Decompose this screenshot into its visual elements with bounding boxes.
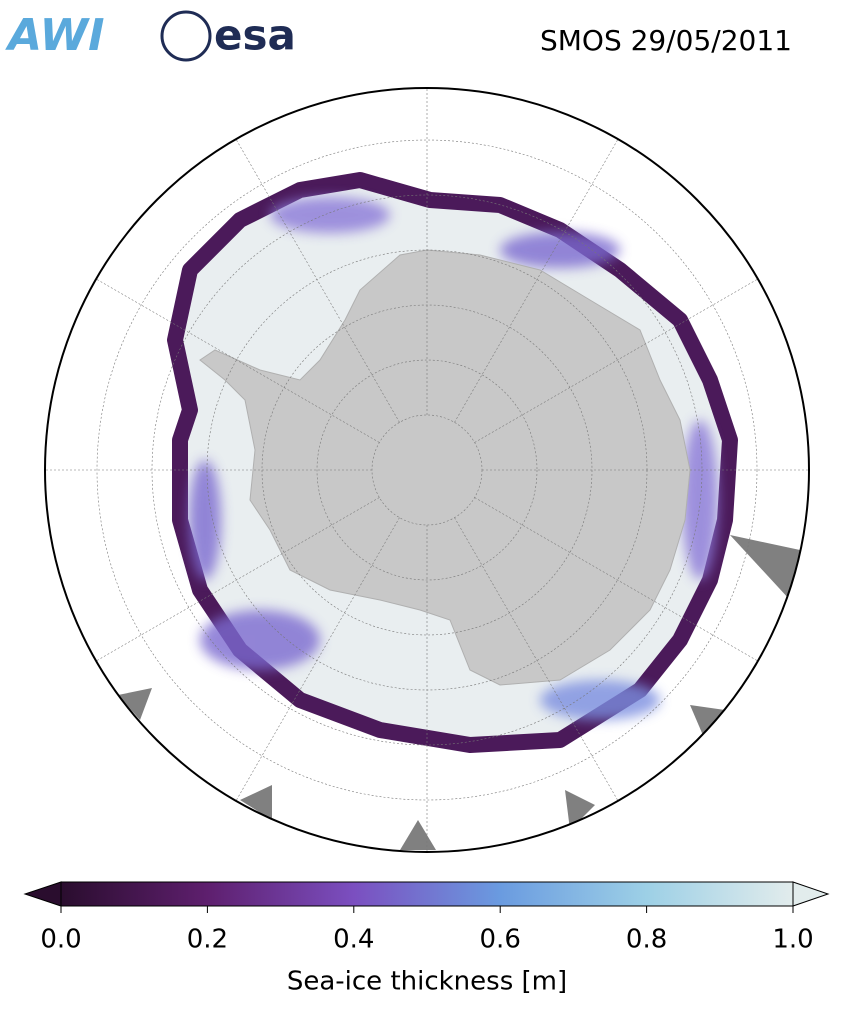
latitude-circle <box>96 139 758 801</box>
colorbar-extend-high <box>792 881 830 907</box>
colorbar-tick-label: 0.8 <box>626 925 667 955</box>
latitude-circle <box>316 359 538 581</box>
colorbar-tick-label: 1.0 <box>772 925 813 955</box>
meridian <box>235 517 400 801</box>
meridian <box>474 278 758 443</box>
colorbar-extend-low <box>23 881 62 907</box>
map <box>45 88 809 852</box>
meridian <box>454 517 619 801</box>
meridian <box>96 497 380 662</box>
meridian <box>454 139 619 423</box>
meridian <box>474 497 758 662</box>
colorbar-tick-label: 0.4 <box>333 925 374 955</box>
colorbar: Sea-ice thickness [m] 0.0 0.2 0.4 0.6 0.8 1.0 <box>23 881 830 997</box>
awi-logo: AWI <box>5 10 105 61</box>
antarctica <box>199 249 691 686</box>
map-frame <box>44 87 810 853</box>
colorbar-label: Sea-ice thickness [m] <box>287 967 567 997</box>
colorbar-tick-label: 0.0 <box>40 925 81 955</box>
meridian <box>235 139 400 423</box>
esa-logo: esa <box>214 11 296 60</box>
graticule <box>45 88 809 852</box>
meridian <box>96 278 380 443</box>
esa-logo-mark <box>160 10 212 62</box>
ice-thin-zones <box>189 197 718 720</box>
title: SMOS 29/05/2011 <box>540 24 792 57</box>
colorbar-tick-label: 0.2 <box>187 925 228 955</box>
colorbar-tick-label: 0.6 <box>480 925 521 955</box>
colorbar-body <box>60 881 794 907</box>
